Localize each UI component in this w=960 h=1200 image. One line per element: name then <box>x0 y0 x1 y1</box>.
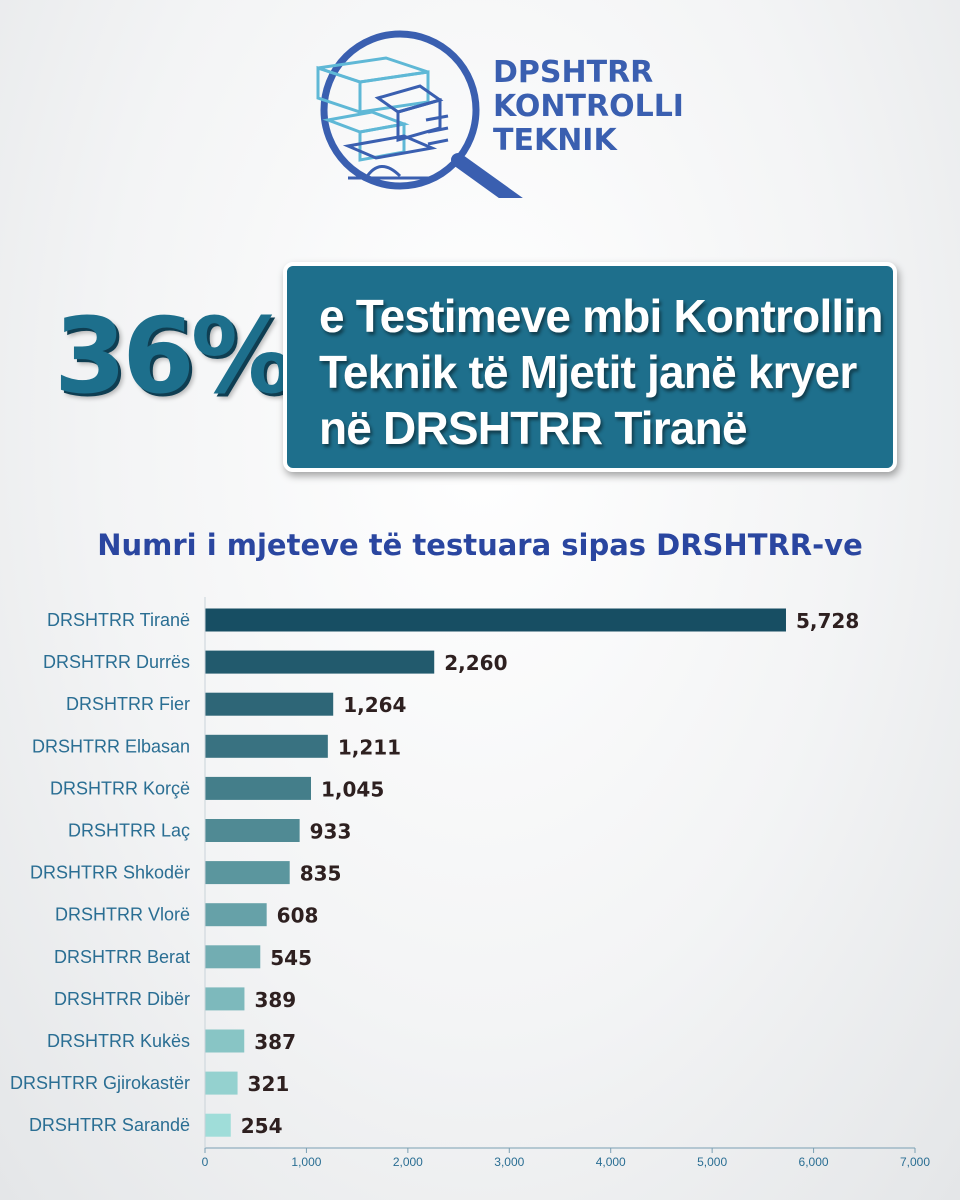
value-label: 387 <box>254 1030 296 1054</box>
magnifier-blocks-icon <box>316 30 534 198</box>
bar <box>205 1029 245 1053</box>
logo-text: DPSHTRR KONTROLLI TEKNIK <box>493 56 684 158</box>
bar <box>205 734 328 758</box>
bar <box>205 650 435 674</box>
logo-line-2: KONTROLLI <box>493 89 684 124</box>
x-tick-label: 3,000 <box>494 1155 524 1169</box>
category-label: DRSHTRR Berat <box>54 947 190 967</box>
value-label: 389 <box>254 988 296 1012</box>
bar <box>205 861 290 885</box>
category-label: DRSHTRR Elbasan <box>32 736 190 756</box>
category-label: DRSHTRR Korçë <box>50 778 190 798</box>
x-axis: 0 1,000 2,000 3,000 4,000 5,000 6,000 7,000 <box>202 597 930 1169</box>
bar <box>205 945 261 969</box>
headline-line-1: e Testimeve mbi Kontrollin <box>319 290 883 342</box>
bars-layer: DRSHTRR Tiranë 5,728 DRSHTRR Durrës 2,260 DR… <box>10 608 859 1138</box>
value-label: 545 <box>270 946 312 970</box>
x-tick-label: 6,000 <box>799 1155 829 1169</box>
headline-line-3: në DRSHTRR Tiranë <box>319 402 748 454</box>
value-label: 1,045 <box>321 777 384 801</box>
bar <box>205 1113 231 1137</box>
headline-line-2: Teknik të Mjetit janë kryer <box>319 346 857 398</box>
value-label: 5,728 <box>796 609 859 633</box>
bar <box>205 903 267 927</box>
x-tick-label: 4,000 <box>596 1155 626 1169</box>
category-label: DRSHTRR Fier <box>66 694 190 714</box>
x-tick-label: 7,000 <box>900 1155 930 1169</box>
category-label: DRSHTRR Dibër <box>54 989 190 1009</box>
category-label: DRSHTRR Gjirokastër <box>10 1073 190 1093</box>
x-tick-label: 5,000 <box>697 1155 727 1169</box>
category-label: DRSHTRR Sarandë <box>29 1115 190 1135</box>
logo-line-1: DPSHTRR <box>493 55 654 90</box>
bar <box>205 776 311 800</box>
bar <box>205 692 334 716</box>
headline-box: e Testimeve mbi Kontrollin Teknik të Mje… <box>283 262 897 472</box>
bar <box>205 608 786 632</box>
category-label: DRSHTRR Vlorë <box>55 905 190 925</box>
category-label: DRSHTRR Tiranë <box>47 610 190 630</box>
category-label: DRSHTRR Shkodër <box>30 863 190 883</box>
value-label: 933 <box>310 820 352 844</box>
bar <box>205 1071 238 1095</box>
x-tick-label: 2,000 <box>393 1155 423 1169</box>
value-label: 2,260 <box>444 651 507 675</box>
value-label: 608 <box>277 904 319 928</box>
category-label: DRSHTRR Durrës <box>43 652 190 672</box>
category-label: DRSHTRR Laç <box>68 821 190 841</box>
category-label: DRSHTRR Kukës <box>47 1031 190 1051</box>
x-tick-label: 0 <box>202 1155 209 1169</box>
bar <box>205 819 300 842</box>
value-label: 321 <box>248 1072 290 1096</box>
logo: DPSHTRR KONTROLLI TEKNIK <box>308 28 684 198</box>
value-label: 254 <box>241 1114 283 1138</box>
value-label: 835 <box>300 862 342 886</box>
bar <box>205 987 245 1011</box>
headline-text: e Testimeve mbi Kontrollin Teknik të Mje… <box>319 288 883 456</box>
chart-title: Numri i mjeteve të testuara sipas DRSHTR… <box>97 528 863 562</box>
x-tick-label: 1,000 <box>291 1155 321 1169</box>
headline-percent: 36% <box>54 295 295 417</box>
logo-line-3: TEKNIK <box>493 123 617 158</box>
value-label: 1,264 <box>343 693 406 717</box>
value-label: 1,211 <box>338 735 401 759</box>
